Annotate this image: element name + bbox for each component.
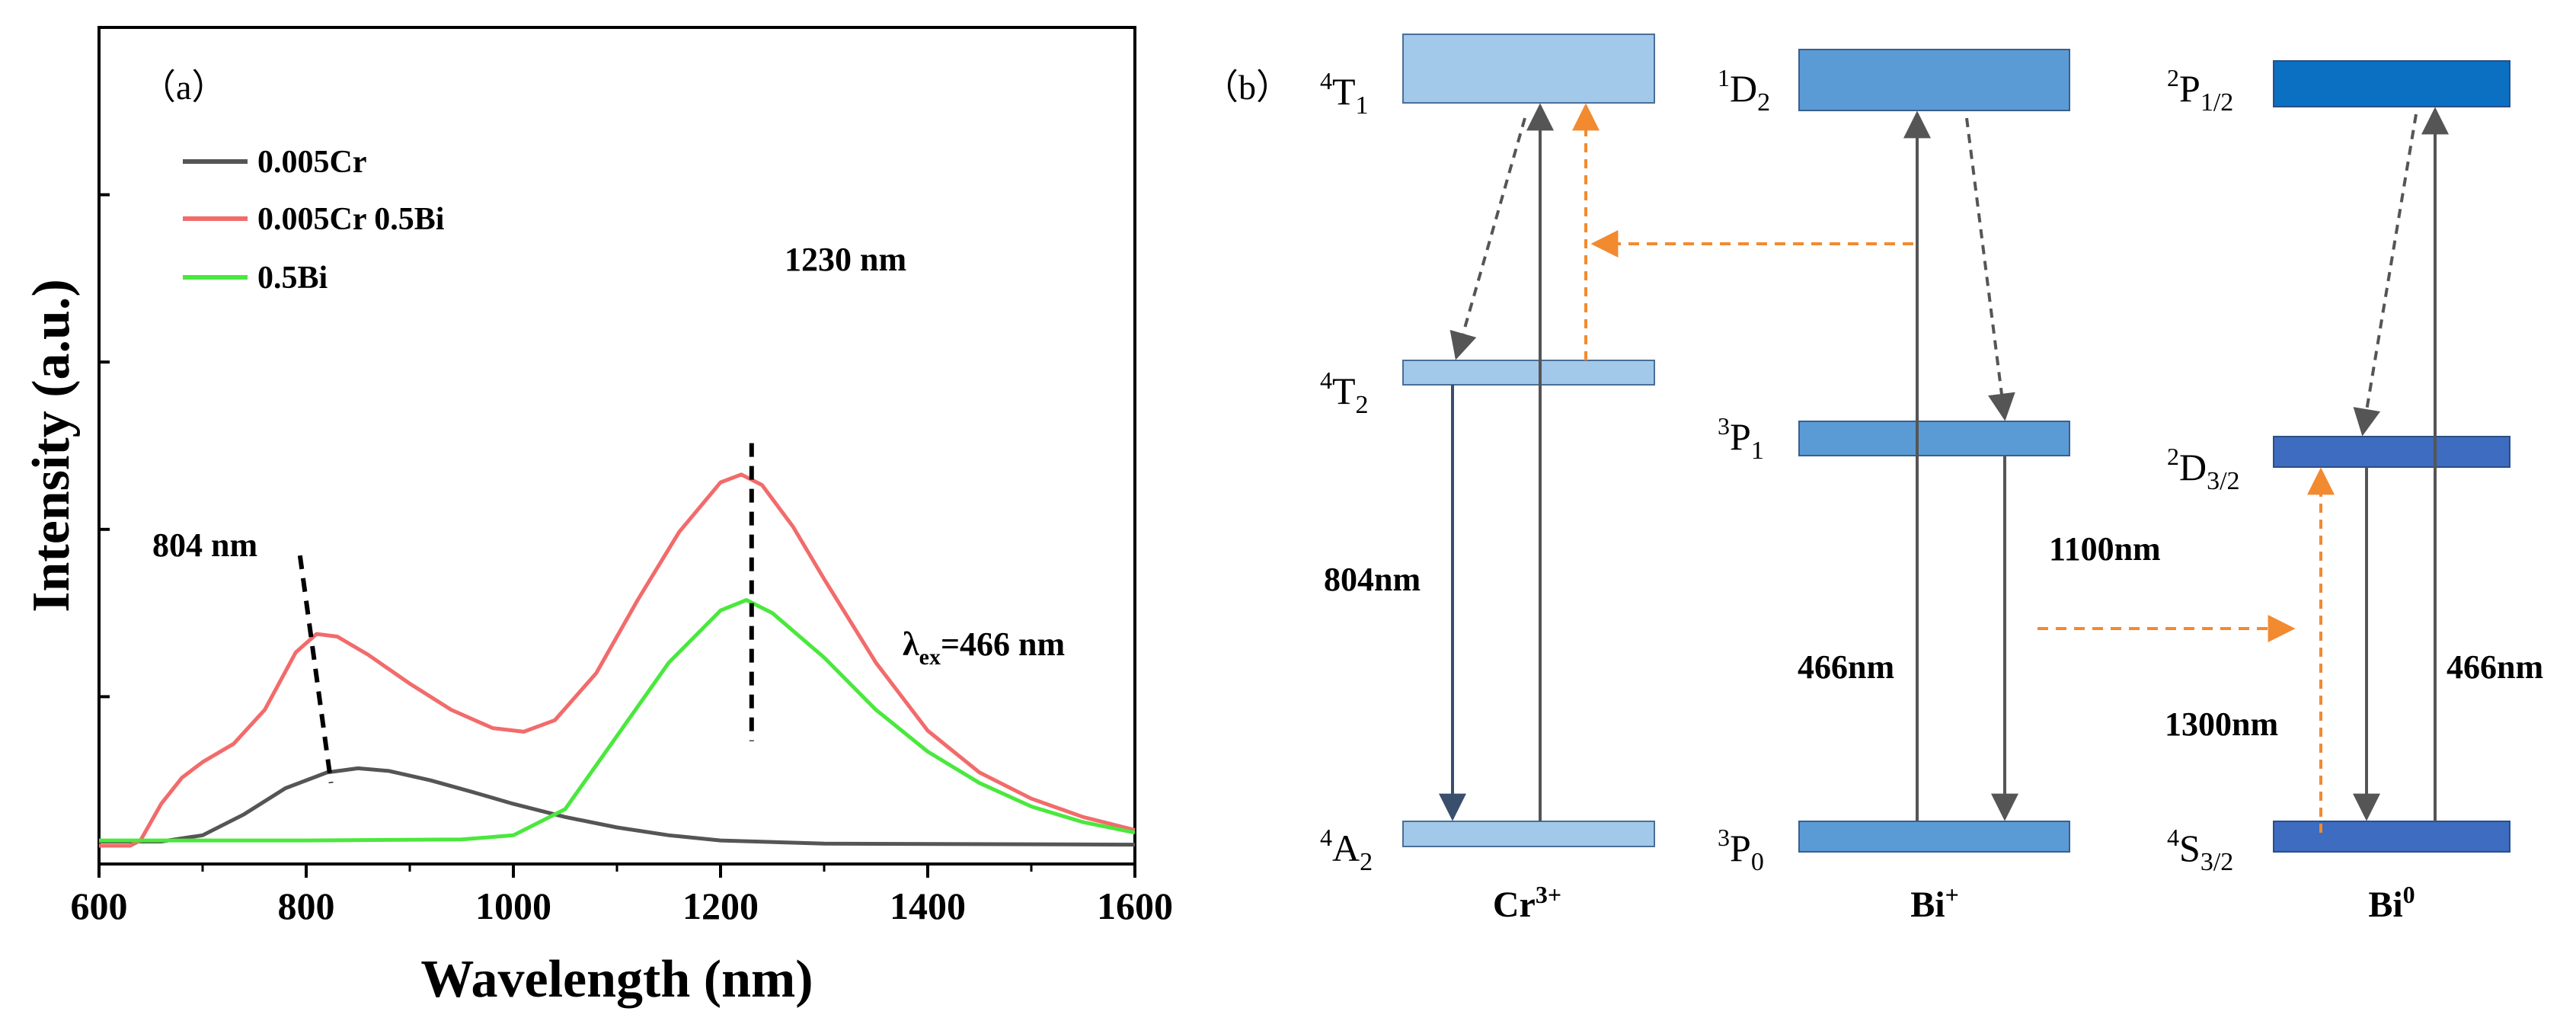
wavelength-label-1300nm: 1300nm — [2165, 706, 2278, 743]
series-line-2 — [99, 598, 1136, 843]
ion-label-bi0: Bi0 — [2368, 881, 2415, 925]
wavelength-label-1100nm: 1100nm — [2049, 530, 2161, 568]
level-bi0-2D32 — [2273, 436, 2510, 468]
axis-ticks: 600 800 1000 1200 1400 1600 — [71, 26, 1173, 927]
label-cr-4T1: 4T1 — [1320, 67, 1369, 120]
peak-marker-804nm — [297, 555, 334, 784]
series-line-0 — [99, 766, 1136, 847]
panel-a-label: （a） — [141, 68, 226, 107]
x-axis-title: Wavelength (nm) — [420, 950, 813, 1009]
x-tick-label: 800 — [278, 885, 335, 927]
x-tick-label: 600 — [71, 885, 128, 927]
label-bi0-2P12: 2P1/2 — [2167, 64, 2233, 117]
legend: 0.005Cr 0.005Cr 0.5Bi 0.5Bi — [183, 145, 445, 296]
series-lines — [99, 472, 1136, 848]
label-cr-4T2: 4T2 — [1320, 366, 1369, 419]
label-bi0-2D32: 2D3/2 — [2167, 443, 2240, 495]
label-bi1-3P0: 3P0 — [1718, 824, 1764, 876]
level-bi1-1D2 — [1798, 49, 2070, 111]
wavelength-label-bi1-466nm: 466nm — [1798, 648, 1894, 686]
peak-markers — [297, 443, 754, 784]
panel-b-label: （b） — [1203, 68, 1291, 107]
legend-label-crbi: 0.005Cr 0.5Bi — [257, 202, 445, 237]
ion-label-cr3: Cr3+ — [1493, 881, 1561, 925]
label-bi1-3P1: 3P1 — [1718, 412, 1764, 465]
x-tick-label: 1000 — [475, 885, 551, 927]
transition-bi1-relax — [1965, 117, 2015, 421]
transition-cr-relax — [1449, 117, 1526, 360]
spectrum-panel: 600 800 1000 1200 1400 1600 （a） 0.005Cr 0.005… — [22, 26, 1173, 1009]
transition-bi0-relax — [2353, 114, 2418, 437]
annotation-804nm: 804 nm — [152, 526, 257, 564]
label-bi0-4S32: 4S3/2 — [2167, 824, 2233, 876]
series-line-1 — [99, 472, 1136, 848]
label-cr-4A2: 4A2 — [1320, 824, 1373, 876]
level-cr-4A2 — [1402, 821, 1655, 847]
ion-label-bi1: Bi+ — [1910, 881, 1959, 925]
level-bi1-3P0 — [1798, 821, 2070, 853]
label-bi1-1D2: 1D2 — [1718, 64, 1770, 117]
level-bi0-2P12 — [2273, 60, 2510, 107]
level-cr-4T1 — [1402, 34, 1655, 104]
energy-diagram-panel: （b） 4T1 4T2 4A2 1D2 — [1203, 34, 2543, 925]
level-bi0-4S32 — [2273, 821, 2510, 853]
annotation-1230nm: 1230 nm — [785, 241, 906, 278]
y-axis-title: Intensity (a.u.) — [22, 279, 81, 613]
x-tick-label: 1400 — [890, 885, 966, 927]
wavelength-label-804nm: 804nm — [1324, 561, 1421, 598]
legend-label-bi: 0.5Bi — [257, 261, 328, 296]
wavelength-label-bi0-466nm: 466nm — [2447, 648, 2543, 686]
legend-label-cr: 0.005Cr — [257, 145, 366, 180]
x-tick-label: 1600 — [1097, 885, 1173, 927]
x-tick-label: 1200 — [682, 885, 759, 927]
level-cr-4T2 — [1402, 360, 1655, 386]
level-bi1-3P1 — [1798, 421, 2070, 456]
annotation-excitation: λex=466 nm — [903, 626, 1065, 670]
